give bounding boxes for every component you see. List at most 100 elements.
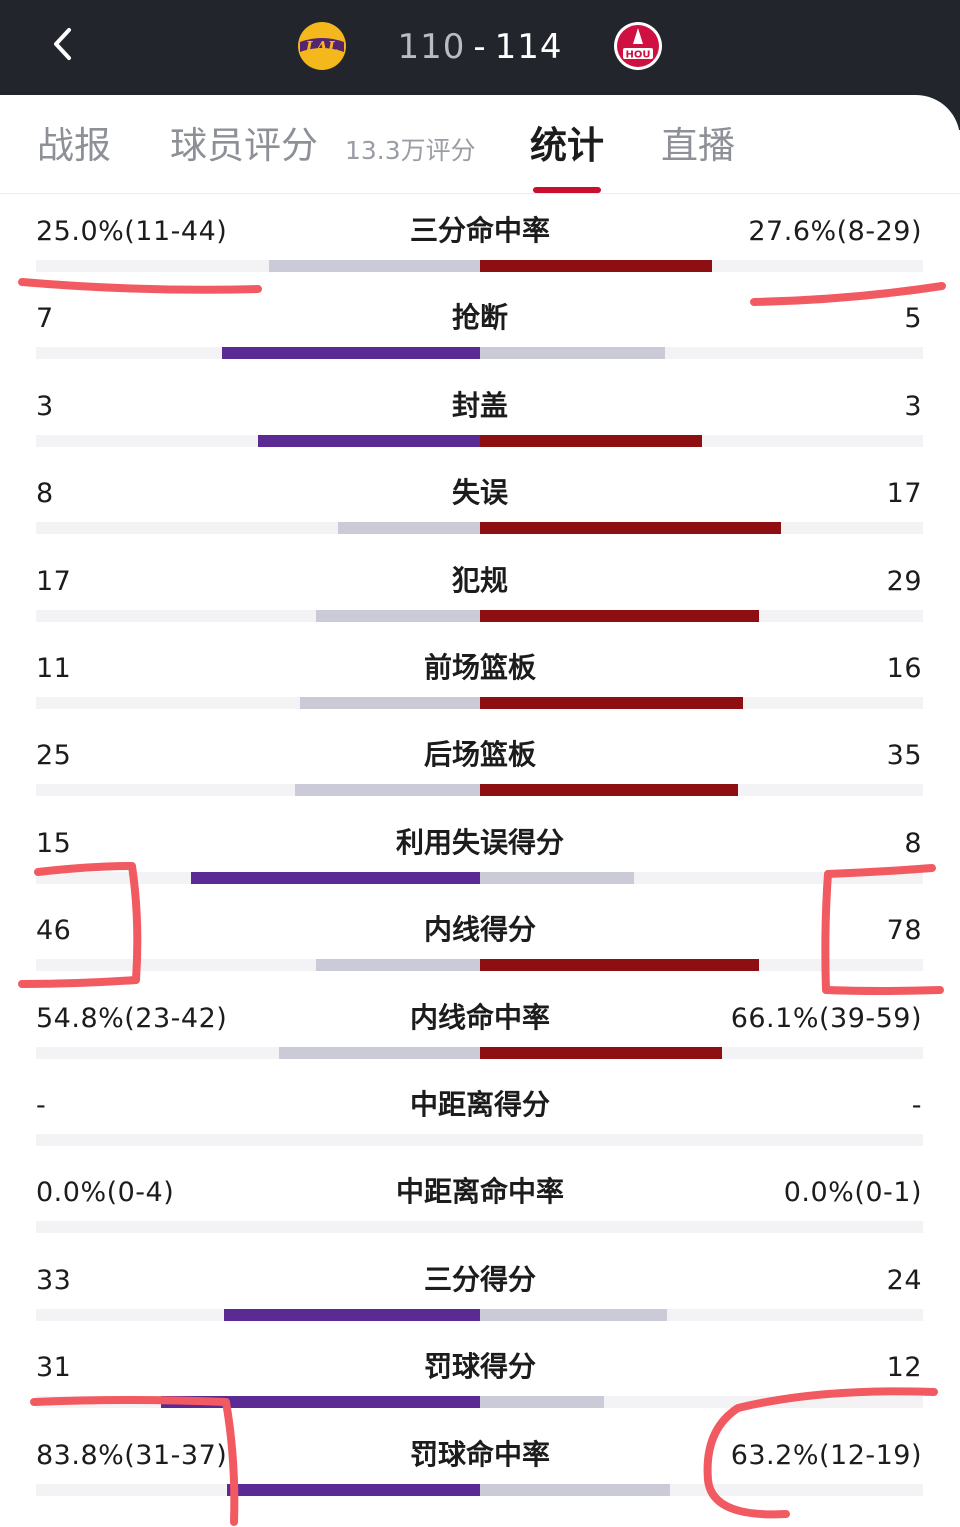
away-stat-bar: [480, 260, 712, 272]
home-stat-value: -: [36, 1090, 47, 1121]
stat-label: 后场篮板: [423, 738, 536, 771]
scoreboard: 110-114: [380, 24, 580, 70]
home-stat-value: 17: [36, 566, 72, 597]
home-stat-value: 33: [36, 1265, 72, 1296]
stat-label: 中距离得分: [409, 1088, 550, 1121]
away-stat-value: 29: [886, 566, 922, 597]
stats-panel: 战报 球员评分 13.3万评分 统计 直播: [0, 95, 960, 1527]
home-stat-value: 54.8%(23-42): [36, 1003, 228, 1034]
away-stat-bar: [480, 784, 738, 796]
home-stat-bar: [295, 784, 480, 796]
stat-row: 33 三分得分 24: [0, 1243, 960, 1331]
tab-bar: 战报 球员评分 13.3万评分 统计 直播: [0, 95, 960, 194]
away-stat-value: 78: [886, 915, 922, 946]
stat-row: 7 抢断 5: [0, 281, 960, 369]
stat-label: 内线得分: [423, 913, 536, 946]
score-separator: -: [473, 27, 487, 67]
away-stat-value: 24: [886, 1265, 922, 1296]
stat-label: 罚球命中率: [409, 1438, 550, 1471]
away-stat-value: 8: [904, 828, 922, 859]
home-stat-value: 7: [36, 303, 54, 334]
stat-bar-track: [36, 1221, 923, 1233]
stat-label: 犯规: [451, 564, 508, 597]
stat-label: 三分命中率: [409, 214, 550, 247]
home-stat-bar: [316, 610, 480, 622]
rockets-logo[interactable]: HOU: [612, 20, 664, 72]
away-stat-value: 3: [904, 391, 922, 422]
rating-count: 13.3万评分: [345, 136, 476, 165]
away-stat-value: 35: [886, 740, 922, 771]
away-score: 114: [494, 27, 563, 67]
home-stat-value: 3: [36, 391, 54, 422]
away-stat-bar: [480, 522, 781, 534]
home-stat-bar: [269, 260, 480, 272]
home-stat-bar: [222, 347, 480, 359]
stat-label: 前场篮板: [423, 651, 536, 684]
away-stat-value: 16: [886, 653, 922, 684]
away-stat-bar: [480, 435, 702, 447]
away-stat-value: 12: [886, 1352, 922, 1383]
stat-row: 15 利用失误得分 8: [0, 806, 960, 894]
stat-label: 封盖: [451, 389, 508, 422]
home-score: 110: [397, 27, 466, 67]
home-stat-value: 25.0%(11-44): [36, 216, 228, 247]
home-stat-bar: [161, 1396, 480, 1408]
tab-live[interactable]: 直播: [661, 124, 735, 167]
lakers-logo[interactable]: LAL: [296, 20, 348, 72]
home-stat-bar: [300, 697, 480, 709]
home-stat-bar: [338, 522, 480, 534]
stat-bar-track: [36, 1134, 923, 1146]
home-stat-bar: [224, 1309, 480, 1321]
away-stat-bar: [480, 697, 743, 709]
stat-row: 25 后场篮板 35: [0, 718, 960, 806]
home-stat-value: 0.0%(0-4): [36, 1177, 175, 1208]
away-stat-value: 27.6%(8-29): [748, 216, 922, 247]
away-stat-value: 0.0%(0-1): [783, 1177, 922, 1208]
back-button[interactable]: [36, 16, 92, 72]
svg-text:HOU: HOU: [626, 50, 651, 61]
chevron-left-icon: [54, 28, 71, 60]
stat-row: 17 犯规 29: [0, 544, 960, 632]
away-stat-bar: [480, 347, 665, 359]
away-stat-bar: [480, 872, 634, 884]
home-stat-value: 83.8%(31-37): [36, 1440, 228, 1471]
stat-row: - 中距离得分 -: [0, 1068, 960, 1156]
stat-row: 8 失误 17: [0, 456, 960, 544]
svg-text:LAL: LAL: [305, 38, 339, 56]
home-stat-value: 11: [36, 653, 72, 684]
home-stat-bar: [191, 872, 480, 884]
away-stat-bar: [480, 959, 759, 971]
stat-row: 25.0%(11-44) 三分命中率 27.6%(8-29): [0, 194, 960, 282]
stat-row: 54.8%(23-42) 内线命中率 66.1%(39-59): [0, 981, 960, 1069]
away-stat-bar: [480, 1396, 604, 1408]
away-stat-value: 17: [886, 478, 922, 509]
away-stat-bar: [480, 610, 759, 622]
stat-row: 83.8%(31-37) 罚球命中率 63.2%(12-19): [0, 1418, 960, 1506]
stat-label: 罚球得分: [423, 1350, 536, 1383]
stat-row: 11 前场篮板 16: [0, 631, 960, 719]
home-stat-value: 8: [36, 478, 54, 509]
active-tab-indicator: [533, 187, 601, 193]
tab-report[interactable]: 战报: [37, 124, 111, 167]
stat-label: 利用失误得分: [395, 826, 564, 859]
home-stat-value: 25: [36, 740, 72, 771]
home-stat-value: 46: [36, 915, 72, 946]
stat-label: 抢断: [451, 301, 508, 334]
away-stat-bar: [480, 1047, 722, 1059]
tab-player-ratings[interactable]: 球员评分: [170, 124, 318, 167]
home-stat-bar: [258, 435, 480, 447]
home-stat-bar: [227, 1484, 480, 1496]
home-stat-bar: [279, 1047, 480, 1059]
stat-row: 46 内线得分 78: [0, 893, 960, 981]
home-stat-value: 15: [36, 828, 72, 859]
stat-row: 0.0%(0-4) 中距离命中率 0.0%(0-1): [0, 1155, 960, 1243]
away-stat-value: 63.2%(12-19): [730, 1440, 922, 1471]
away-stat-value: -: [911, 1090, 922, 1121]
tab-stats[interactable]: 统计: [530, 124, 604, 167]
away-stat-bar: [480, 1309, 667, 1321]
stat-label: 内线命中率: [409, 1001, 550, 1034]
stat-row: 3 封盖 3: [0, 369, 960, 457]
stat-label: 失误: [451, 476, 508, 509]
home-stat-bar: [316, 959, 480, 971]
away-stat-bar: [480, 1484, 670, 1496]
